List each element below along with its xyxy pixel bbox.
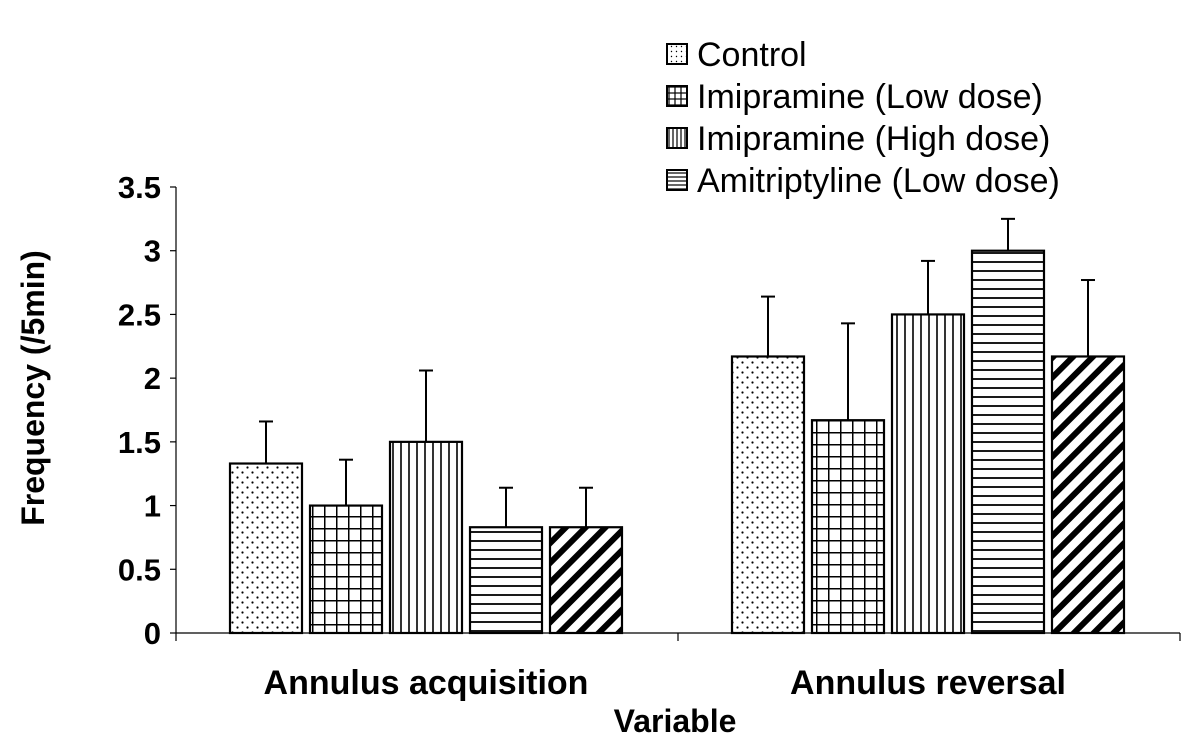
y-tick-label: 2.5 <box>118 297 161 332</box>
bar <box>228 462 304 635</box>
bar <box>308 504 384 635</box>
legend-label: Imipramine (High dose) <box>697 120 1050 158</box>
bar <box>810 419 886 635</box>
y-tick-label: 1 <box>144 489 161 524</box>
bar <box>1050 355 1126 635</box>
y-axis-title: Frequency (/5min) <box>15 250 51 526</box>
legend-label: Imipramine (Low dose) <box>697 78 1043 116</box>
y-tick-label: 3.5 <box>118 170 161 205</box>
legend-label: Control <box>697 36 807 74</box>
y-tick-label: 0 <box>144 616 161 651</box>
y-tick-label: 3 <box>144 234 161 269</box>
x-axis-title: Variable <box>614 703 737 739</box>
legend-swatch <box>666 169 688 191</box>
x-axis: Annulus acquisition Annulus reversal <box>175 632 1181 702</box>
bars-group <box>228 217 1126 635</box>
bar <box>970 249 1046 635</box>
legend-swatch <box>666 43 688 65</box>
x-category-label: Annulus acquisition <box>264 664 589 702</box>
legend-swatch <box>666 127 688 149</box>
y-tick-label: 2 <box>144 361 161 396</box>
x-category-label: Annulus reversal <box>790 664 1066 702</box>
legend-swatch <box>666 85 688 107</box>
legend-label: Amitriptyline (Low dose) <box>697 162 1060 200</box>
bar <box>388 440 464 635</box>
bar <box>730 355 806 635</box>
y-tick-label: 1.5 <box>118 425 161 460</box>
legend: Control Imipramine (Low dose) Imipramine (… <box>666 36 1060 200</box>
y-axis: 0 0.5 1 1.5 2 2.5 3 3.5 <box>118 170 177 651</box>
y-tick-label: 0.5 <box>118 552 161 587</box>
bar <box>468 526 544 635</box>
bar <box>548 526 624 635</box>
bar <box>890 313 966 635</box>
